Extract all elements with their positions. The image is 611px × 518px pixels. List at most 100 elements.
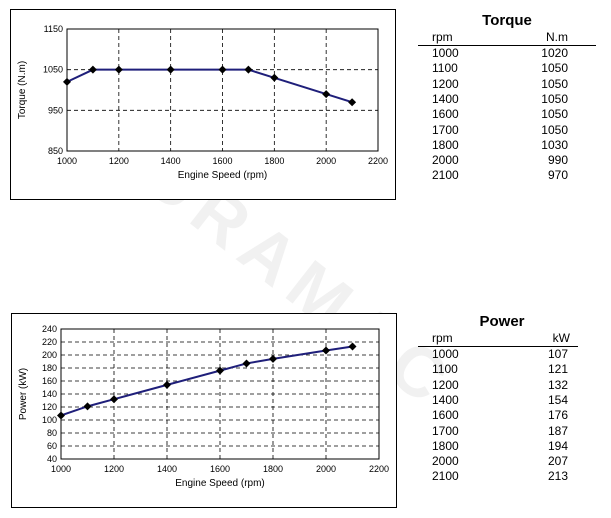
torque-col-rpm: rpm bbox=[432, 30, 453, 44]
power-ytick-label: 180 bbox=[42, 363, 57, 373]
power-table-rpm-cell: 1800 bbox=[432, 438, 459, 453]
torque-table-rpm-cell: 1700 bbox=[432, 122, 459, 137]
power-col-unit: kW bbox=[552, 331, 570, 345]
power-ytick-label: 60 bbox=[47, 441, 57, 451]
power-table-value-cell: 213 bbox=[547, 469, 568, 484]
power-table-row: 1800 194 bbox=[418, 439, 596, 454]
power-table-row: 1100 121 bbox=[418, 362, 596, 377]
power-table-row: 1200 132 bbox=[418, 378, 596, 393]
torque-data-point bbox=[322, 90, 331, 99]
power-table-rpm-cell: 1700 bbox=[432, 423, 459, 438]
power-table-rpm-cell: 1200 bbox=[432, 377, 459, 392]
power-table-row: 2100 213 bbox=[418, 469, 596, 484]
torque-table: Torque rpm N.m 1000 1020 1100 1050 1200 1050 1… bbox=[418, 12, 596, 187]
torque-xtick-label: 2000 bbox=[316, 156, 336, 166]
power-ytick-label: 200 bbox=[42, 350, 57, 360]
torque-table-rpm-cell: 2100 bbox=[432, 168, 459, 183]
torque-table-rpm-cell: 1100 bbox=[432, 61, 458, 76]
torque-data-point bbox=[348, 98, 357, 107]
power-table-row: 2000 207 bbox=[418, 454, 596, 469]
power-table-rpm-cell: 2000 bbox=[432, 454, 459, 469]
torque-data-point bbox=[244, 65, 253, 74]
power-y-axis-label: Power (kW) bbox=[18, 368, 29, 420]
torque-xtick-label: 1600 bbox=[212, 156, 232, 166]
power-table-rpm-cell: 1400 bbox=[432, 392, 459, 407]
torque-table-rpm-cell: 1200 bbox=[432, 76, 459, 91]
torque-table-value-cell: 1020 bbox=[541, 46, 568, 60]
torque-table-value-cell: 990 bbox=[547, 153, 568, 168]
power-table-value-cell: 132 bbox=[547, 377, 568, 392]
torque-xtick-label: 1000 bbox=[57, 156, 77, 166]
torque-x-axis-label: Engine Speed (rpm) bbox=[178, 170, 268, 181]
torque-data-point bbox=[88, 65, 97, 74]
power-xtick-label: 2000 bbox=[316, 464, 336, 474]
torque-data-point bbox=[218, 65, 227, 74]
power-ytick-label: 120 bbox=[42, 402, 57, 412]
power-ytick-label: 160 bbox=[42, 376, 57, 386]
power-data-point bbox=[57, 411, 65, 420]
torque-table-row: 1800 1030 bbox=[418, 138, 596, 153]
torque-plot-area bbox=[66, 28, 379, 152]
power-ytick-label: 80 bbox=[47, 428, 57, 438]
power-xtick-label: 1200 bbox=[104, 464, 124, 474]
power-data-point bbox=[322, 346, 330, 355]
power-ytick-label: 240 bbox=[42, 324, 57, 334]
power-table-row: 1700 187 bbox=[418, 424, 596, 439]
torque-table-rpm-cell: 1600 bbox=[432, 107, 459, 122]
torque-xtick-label: 2200 bbox=[368, 156, 388, 166]
torque-table-value-cell: 1050 bbox=[541, 91, 568, 106]
power-table-rpm-cell: 1100 bbox=[432, 362, 458, 377]
power-data-point bbox=[110, 395, 118, 404]
torque-table-row: 2000 990 bbox=[418, 153, 596, 168]
power-data-point bbox=[163, 380, 171, 389]
power-table-rpm-cell: 2100 bbox=[432, 469, 459, 484]
torque-table-header: rpm N.m bbox=[418, 30, 596, 46]
power-ytick-label: 140 bbox=[42, 389, 57, 399]
torque-table-rpm-cell: 1800 bbox=[432, 137, 459, 152]
torque-ytick-label: 950 bbox=[48, 105, 63, 115]
power-table-rpm-cell: 1600 bbox=[432, 408, 459, 423]
power-ytick-label: 100 bbox=[42, 415, 57, 425]
torque-chart-svg: 1000 1200 1400 1600 1800 2000 2200 850 950 1050 11… bbox=[17, 24, 388, 181]
torque-ytick-label: 1150 bbox=[44, 24, 63, 34]
torque-table-row: 1600 1050 bbox=[418, 107, 596, 122]
power-xtick-label: 1600 bbox=[210, 464, 230, 474]
torque-table-value-cell: 970 bbox=[547, 168, 568, 183]
power-ytick-label: 40 bbox=[47, 454, 57, 464]
power-chart: 1000 1200 1400 1600 1800 2000 2200 40 60 80 100 120… bbox=[11, 313, 397, 508]
power-table-value-cell: 107 bbox=[547, 347, 568, 361]
torque-table-row: 1100 1050 bbox=[418, 61, 596, 76]
power-table-row: 1400 154 bbox=[418, 393, 596, 408]
torque-series-line bbox=[66, 68, 353, 104]
power-table-value-cell: 207 bbox=[547, 454, 568, 469]
power-table-row: 1000 107 bbox=[418, 347, 596, 362]
torque-table-row: 1200 1050 bbox=[418, 77, 596, 92]
torque-table-rpm-cell: 1000 bbox=[432, 46, 459, 60]
power-table-value-cell: 176 bbox=[547, 408, 568, 423]
power-table-value-cell: 121 bbox=[547, 362, 568, 377]
power-data-point bbox=[83, 402, 92, 411]
power-x-axis-label: Engine Speed (rpm) bbox=[175, 478, 265, 489]
torque-table-value-cell: 1050 bbox=[541, 61, 568, 76]
power-xtick-label: 1400 bbox=[157, 464, 177, 474]
power-data-point bbox=[216, 366, 224, 375]
power-table-row: 1600 176 bbox=[418, 408, 596, 423]
torque-chart: 1000 1200 1400 1600 1800 2000 2200 850 950 1050 11… bbox=[10, 9, 396, 200]
power-col-rpm: rpm bbox=[432, 331, 453, 345]
torque-table-row: 1700 1050 bbox=[418, 123, 596, 138]
power-table-title: Power bbox=[479, 313, 525, 330]
torque-table-row: 1400 1050 bbox=[418, 92, 596, 107]
torque-table-rpm-cell: 2000 bbox=[432, 153, 459, 168]
power-ytick-label: 220 bbox=[42, 337, 57, 347]
power-table-value-cell: 194 bbox=[547, 438, 568, 453]
torque-data-point bbox=[114, 65, 123, 74]
power-data-point bbox=[242, 359, 251, 368]
power-xtick-label: 1000 bbox=[51, 464, 71, 474]
torque-data-point bbox=[270, 73, 279, 82]
torque-y-axis-label: Torque (N.m) bbox=[17, 61, 28, 119]
torque-col-unit: N.m bbox=[546, 30, 568, 44]
power-table-header: rpm kW bbox=[418, 331, 578, 347]
torque-xtick-label: 1800 bbox=[264, 156, 284, 166]
power-table-value-cell: 154 bbox=[547, 392, 568, 407]
torque-xtick-label: 1400 bbox=[161, 156, 181, 166]
